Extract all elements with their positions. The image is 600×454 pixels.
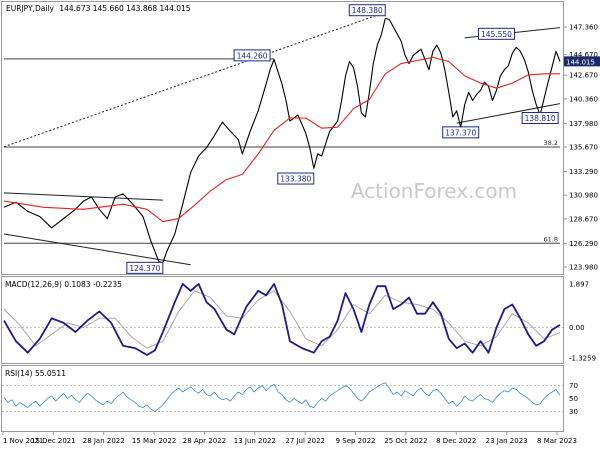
macd-title: MACD(12,26,9) 0.1083 -0.2235 xyxy=(5,280,122,289)
price-annotation-box xyxy=(126,261,164,274)
x-tick-label: 15 Mar 2022 xyxy=(132,437,176,445)
ohlc-readout: 144.673 145.660 143.868 144.015 xyxy=(59,4,190,13)
macd-panel-frame xyxy=(1,276,564,364)
macd-signal-line xyxy=(3,290,561,349)
macd-panel-layer xyxy=(2,282,563,356)
x-tick-label: 9 Sep 2022 xyxy=(336,437,376,445)
x-tick-label: 23 Jan 2023 xyxy=(486,437,528,445)
price-annotation-label: 124.370 xyxy=(129,264,160,273)
rsi-panel-frame xyxy=(1,365,564,432)
price-annotation-label: 145.550 xyxy=(481,30,512,39)
price-y-tick-label: 140.360 xyxy=(569,95,598,103)
trendline xyxy=(3,11,386,148)
macd-line xyxy=(3,282,561,356)
current-price-label: 144.015 xyxy=(566,58,595,66)
price-y-tick-label: 144.670 xyxy=(569,51,598,59)
horizontal-levels: 38.2 61.8 xyxy=(4,58,560,244)
ema-series-layer xyxy=(3,56,560,223)
price-y-tick-label: 130.980 xyxy=(569,192,598,200)
macd-y-tick-label: -1.3259 xyxy=(569,354,596,362)
x-tick-label: 8 Dec 2022 xyxy=(436,437,476,445)
price-y-tick-label: 128.670 xyxy=(569,215,598,223)
price-annotation-box xyxy=(477,27,515,40)
price-y-tick-label: 123.980 xyxy=(569,264,598,272)
x-tick-label: 25 Oct 2022 xyxy=(384,437,427,445)
trendline xyxy=(3,192,163,201)
x-tick-label: 28 Jan 2022 xyxy=(83,437,125,445)
price-annotation-label: 144.260 xyxy=(237,51,268,60)
x-tick-label: 1 Nov 2021 xyxy=(3,437,43,445)
fib-level-label: 38.2 xyxy=(544,139,558,147)
macd-y-tick-label: 0.00 xyxy=(569,324,585,332)
rsi-title: RSI(14) 55.0511 xyxy=(5,369,66,378)
rsi-line xyxy=(3,382,561,412)
price-y-tick-label: 147.360 xyxy=(569,24,598,32)
price-annotation-box xyxy=(233,49,271,62)
x-tick-label: 15 Dec 2021 xyxy=(31,437,76,445)
price-annotations: 148.380 144.260 145.550 137.370 138.810 133.3… xyxy=(126,4,559,274)
fib-level-label: 61.8 xyxy=(544,235,558,243)
y-axis-labels: 147.360 144.670 142.670 140.360 137.980 135.6… xyxy=(563,24,600,416)
price-annotation-label: 138.810 xyxy=(525,114,556,123)
price-annotation-box xyxy=(348,4,386,17)
price-annotation-label: 148.380 xyxy=(352,6,383,15)
price-y-tick-label: 133.290 xyxy=(569,168,598,176)
price-annotation-box xyxy=(521,111,559,124)
x-tick-label: 28 Apr 2022 xyxy=(183,437,226,445)
chart-header: EURJPY,Daily 144.673 145.660 143.868 144… xyxy=(6,4,191,13)
trendline xyxy=(456,103,561,124)
price-y-tick-label: 137.980 xyxy=(569,120,598,128)
x-tick-label: 13 Jun 2022 xyxy=(234,437,276,445)
x-tick-label: 8 Mar 2023 xyxy=(537,437,577,445)
price-annotation-box xyxy=(277,172,315,185)
price-annotation-label: 137.370 xyxy=(445,128,476,137)
x-tick-label: 27 Jul 2022 xyxy=(285,437,325,445)
macd-y-tick-label: 1.897 xyxy=(569,280,589,288)
rsi-y-tick-label: 50 xyxy=(569,395,578,403)
price-y-tick-label: 126.290 xyxy=(569,240,598,248)
rsi-y-tick-label: 70 xyxy=(569,382,578,390)
watermark: ActionForex.com xyxy=(351,179,517,203)
rsi-panel-layer xyxy=(2,382,563,412)
rsi-y-tick-label: 30 xyxy=(569,408,578,416)
trendlines xyxy=(3,11,561,266)
price-annotation-label: 133.380 xyxy=(280,175,311,184)
price-y-tick-label: 135.670 xyxy=(569,144,598,152)
price-y-tick-label: 142.670 xyxy=(569,72,598,80)
ema-line xyxy=(3,56,560,223)
symbol-title: EURJPY,Daily xyxy=(6,4,55,13)
current-price-badge xyxy=(564,56,600,67)
trendline xyxy=(3,233,191,266)
price-annotation-box xyxy=(442,126,480,139)
